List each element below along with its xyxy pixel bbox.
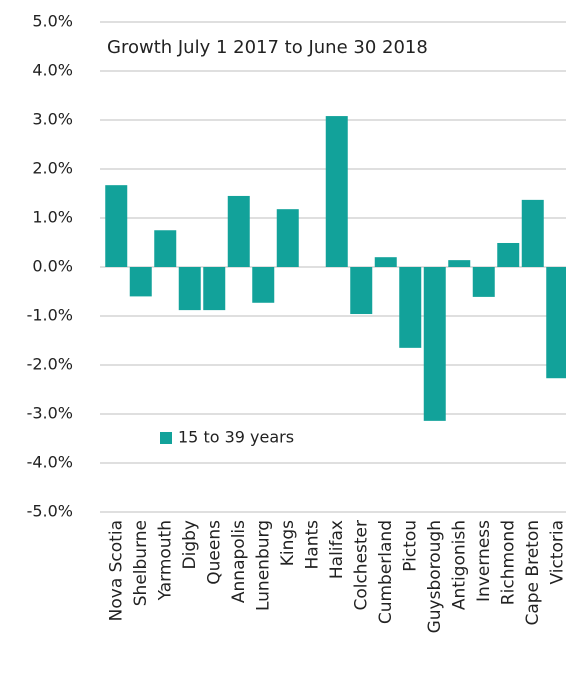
bar [325,116,348,267]
bar [423,267,446,421]
x-tick-label: Cape Breton [523,520,543,626]
x-tick-label: Lunenburg [253,520,273,611]
y-tick-label: 1.0% [32,208,73,227]
chart-title: Growth July 1 2017 to June 30 2018 [107,37,428,58]
bar [105,185,128,267]
x-tick-label: Hants [302,520,322,570]
x-tick-label: Annapolis [229,520,249,603]
bar [399,267,422,348]
y-tick-label: -2.0% [27,355,73,374]
y-tick-label: 0.0% [32,257,73,276]
x-tick-label: Kings [278,520,298,566]
bar [497,242,520,267]
y-tick-label: -5.0% [27,502,73,521]
bar [448,260,471,267]
bar [203,267,226,311]
x-tick-label: Guysborough [425,520,445,633]
bar [521,199,544,267]
bar [129,267,152,297]
bar [178,267,201,311]
x-tick-label: Nova Scotia [106,520,126,621]
y-tick-label: -3.0% [27,404,73,423]
y-tick-label: 5.0% [32,12,73,31]
x-tick-label: Digby [180,520,200,569]
x-tick-label: Queens [204,520,224,585]
x-tick-label: Antigonish [449,520,469,610]
legend-label: 15 to 39 years [178,428,294,447]
bar [546,267,566,379]
x-tick-label: Pictou [400,520,420,572]
y-tick-label: 4.0% [32,61,73,80]
bar [350,267,373,315]
bar [154,230,177,267]
y-tick-label: 2.0% [32,159,73,178]
x-tick-label: Shelburne [131,520,151,606]
bar [276,209,299,267]
legend-swatch [160,432,172,444]
bar [472,267,495,297]
y-tick-label: -4.0% [27,453,73,472]
x-tick-label: Colchester [351,520,371,611]
x-tick-label: Cumberland [376,520,396,624]
y-tick-label: -1.0% [27,306,73,325]
x-tick-label: Richmond [498,520,518,605]
x-tick-label: Yarmouth [155,520,175,601]
y-tick-label: 3.0% [32,110,73,129]
bar [374,257,397,267]
x-tick-label: Victoria [547,520,566,585]
bar [252,267,275,303]
x-tick-label: Halifax [327,520,347,579]
bar [227,195,250,267]
x-tick-label: Inverness [474,520,494,602]
